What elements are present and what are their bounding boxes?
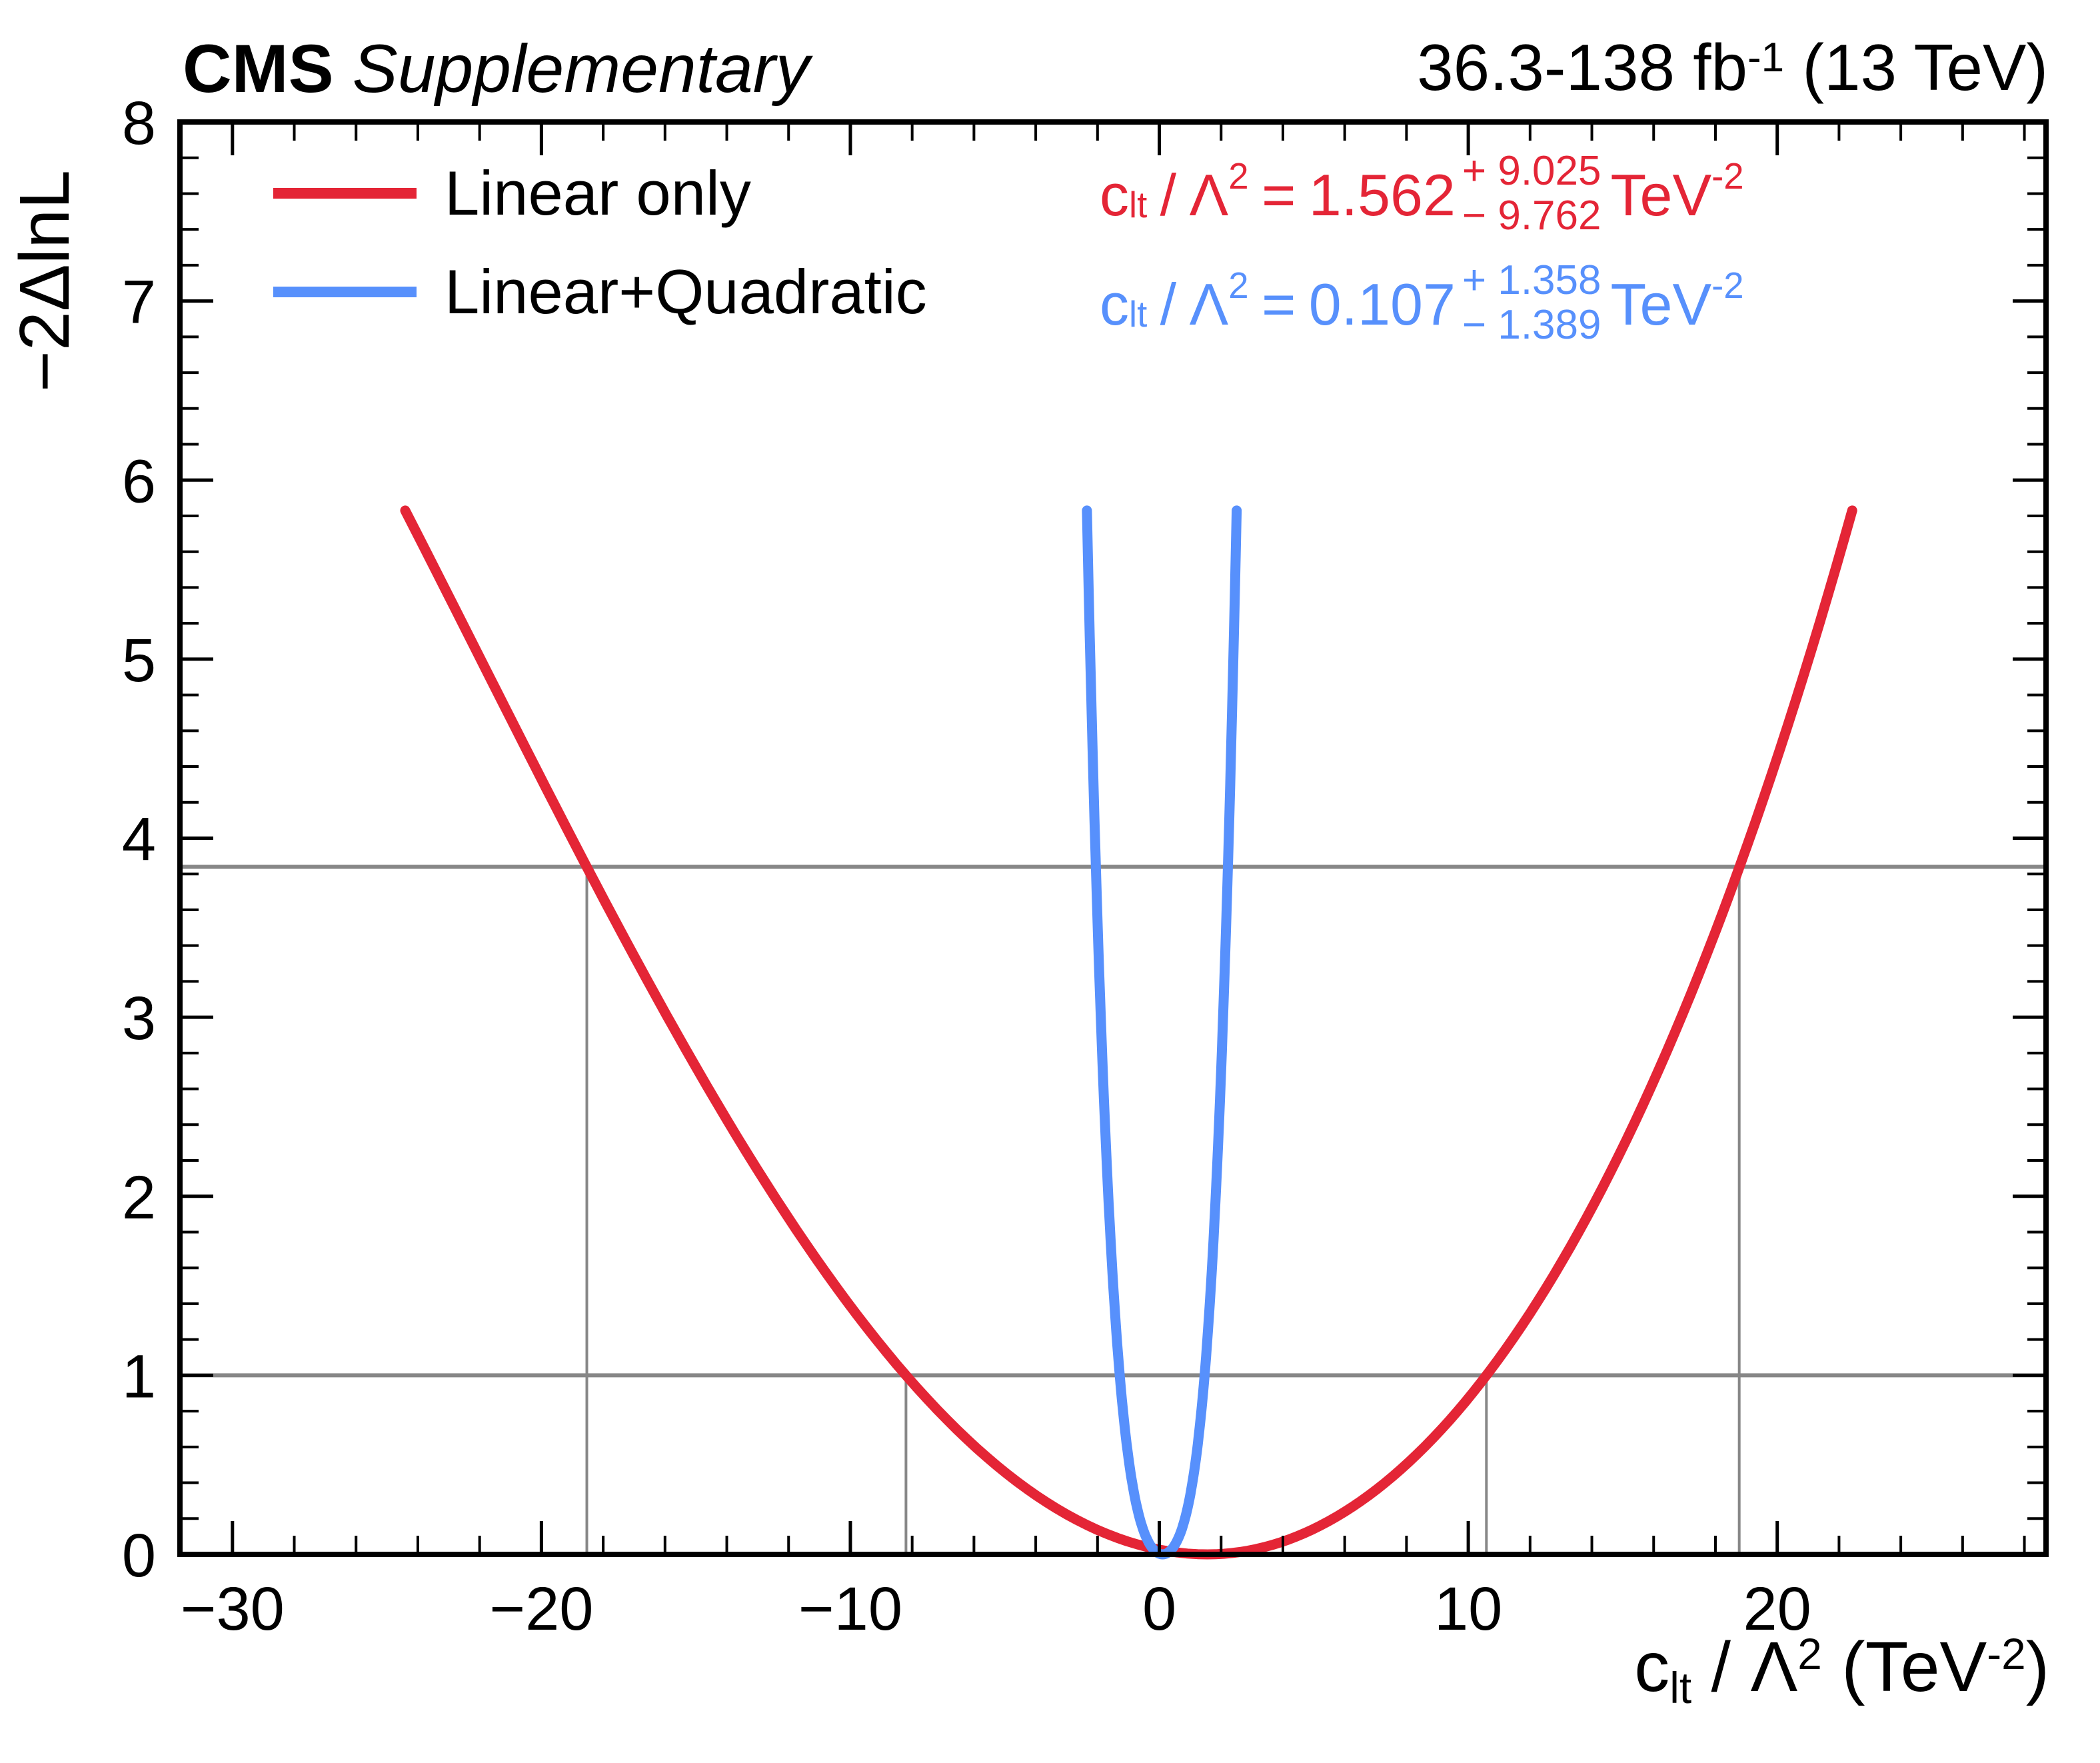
coeff-symbol: c bbox=[1100, 162, 1129, 228]
legend-label: Linear only bbox=[445, 158, 751, 228]
y-tick-label: 8 bbox=[122, 89, 156, 157]
y-tick-label: 0 bbox=[122, 1522, 156, 1590]
x-tick-label: 20 bbox=[1743, 1575, 1811, 1643]
legend-marker-linear-quadratic bbox=[273, 287, 417, 297]
experiment-name: CMS bbox=[183, 31, 334, 107]
lambda-symbol: Λ bbox=[1750, 1628, 1798, 1706]
coeff-symbol: c bbox=[1100, 271, 1129, 337]
x-tick-label: 10 bbox=[1434, 1575, 1502, 1643]
legend-label: Linear+Quadratic bbox=[445, 257, 927, 327]
best-fit-value: 0.107 bbox=[1308, 271, 1456, 337]
coeff-subscript: lt bbox=[1129, 293, 1148, 335]
y-tick-label: 7 bbox=[122, 269, 156, 337]
unit: TeV bbox=[1610, 162, 1712, 228]
unit-close: ) bbox=[2025, 1628, 2049, 1706]
coeff-subscript: lt bbox=[1129, 184, 1148, 225]
legend-marker-linear-only bbox=[273, 188, 417, 199]
slash: / bbox=[1160, 162, 1177, 228]
lambda-exponent: 2 bbox=[1228, 265, 1249, 307]
error-stack: + 9.025− 9.762 bbox=[1462, 149, 1601, 239]
lambda-exponent: 2 bbox=[1797, 1630, 1822, 1679]
lambda-symbol: Λ bbox=[1189, 271, 1229, 337]
lumi-text: 36.3-138 fb bbox=[1417, 31, 1748, 104]
experiment-label: Supplementary bbox=[352, 31, 810, 107]
y-tick-label: 6 bbox=[122, 447, 156, 515]
slash: / bbox=[1160, 271, 1177, 337]
coeff-symbol: c bbox=[1634, 1628, 1670, 1706]
scan-curve-linear-only bbox=[400, 505, 1857, 1560]
legend-item-linear-quadratic: Linear+Quadratic bbox=[273, 252, 927, 332]
unit-exponent: -2 bbox=[1711, 265, 1744, 307]
y-tick-label: 5 bbox=[122, 627, 156, 695]
x-tick-label: −20 bbox=[489, 1575, 593, 1643]
y-tick-label: 4 bbox=[122, 806, 156, 874]
error-up: + 1.358 bbox=[1462, 257, 1601, 304]
x-tick-label: −10 bbox=[798, 1575, 902, 1643]
lambda-symbol: Λ bbox=[1189, 162, 1229, 228]
y-axis-title: −2ΔlnL bbox=[5, 169, 84, 392]
coeff-subscript: lt bbox=[1669, 1664, 1692, 1713]
x-tick-label: −30 bbox=[181, 1575, 285, 1643]
best-fit-value: 1.562 bbox=[1308, 162, 1456, 228]
unit-open: (TeV bbox=[1841, 1628, 1987, 1706]
equals-sign: = bbox=[1261, 162, 1296, 228]
error-down: − 1.389 bbox=[1462, 302, 1601, 348]
energy-text: (13 TeV) bbox=[1802, 31, 2048, 104]
result-linear-only: c lt / Λ 2 = 1.562 + 9.025− 9.762 TeV -2 bbox=[1100, 149, 1744, 239]
lumi-exponent: -1 bbox=[1747, 35, 1785, 81]
unit-exponent: -2 bbox=[1711, 156, 1744, 197]
slash: / bbox=[1691, 1628, 1751, 1706]
y-tick-label: 2 bbox=[122, 1164, 156, 1232]
x-tick-label: 0 bbox=[1142, 1575, 1176, 1643]
luminosity-header: 36.3-138 fb-1 (13 TeV) bbox=[1417, 35, 2048, 100]
unit-exponent: -2 bbox=[1987, 1630, 2026, 1679]
experiment-header: CMS Supplementary bbox=[183, 35, 810, 103]
result-linear-quadratic: c lt / Λ 2 = 0.107 + 1.358− 1.389 TeV -2 bbox=[1100, 257, 1744, 348]
equals-sign: = bbox=[1261, 271, 1296, 337]
scan-curve-linear-quadratic bbox=[1082, 505, 1242, 1560]
y-tick-label: 3 bbox=[122, 984, 156, 1052]
legend-item-linear-only: Linear only bbox=[273, 153, 751, 233]
error-down: − 9.762 bbox=[1462, 193, 1601, 239]
y-tick-label: 1 bbox=[122, 1342, 156, 1410]
x-axis-title: clt / Λ2 (TeV-2) bbox=[1634, 1630, 2049, 1710]
error-up: + 9.025 bbox=[1462, 148, 1601, 195]
error-stack: + 1.358− 1.389 bbox=[1462, 257, 1601, 348]
unit: TeV bbox=[1610, 271, 1712, 337]
lambda-exponent: 2 bbox=[1228, 156, 1249, 197]
